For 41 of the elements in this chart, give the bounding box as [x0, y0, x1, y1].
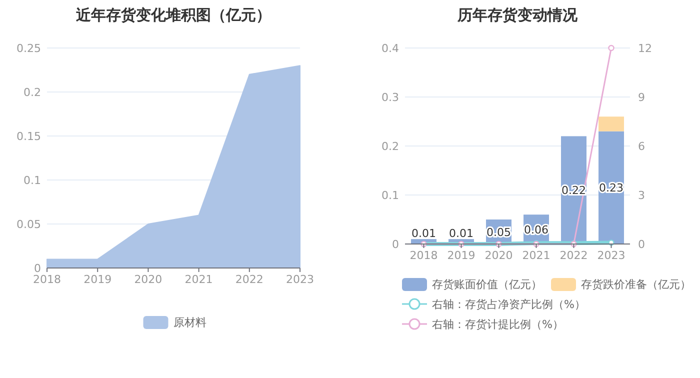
y-tick-label: 0.4: [382, 42, 399, 55]
y-tick-label: 0: [392, 238, 399, 251]
chart-title: 历年存货变动情况: [456, 6, 578, 24]
x-tick-label: 2023: [286, 273, 314, 286]
y-tick-label: 0.2: [382, 140, 399, 153]
y2-tick-label: 3: [638, 189, 645, 202]
data-label: 0.01: [449, 227, 474, 240]
y-tick-label: 0: [34, 262, 41, 275]
x-tick-label: 2019: [84, 273, 112, 286]
y2-tick-label: 9: [638, 91, 645, 104]
x-tick-label: 2023: [597, 249, 626, 262]
y2-tick-label: 12: [638, 42, 652, 55]
y-tick-label: 0.1: [24, 174, 41, 187]
x-tick-label: 2020: [484, 249, 513, 262]
x-tick-label: 2021: [522, 249, 550, 262]
x-tick-label: 2022: [235, 273, 264, 286]
x-tick-label: 2021: [184, 273, 213, 286]
data-label: 0.23: [599, 182, 624, 195]
x-tick-label: 2022: [560, 249, 588, 262]
y-tick-label: 0.2: [24, 86, 41, 99]
data-label: 0.05: [486, 226, 511, 239]
x-tick-label: 2020: [134, 273, 162, 286]
legend-label: 存货跌价准备（亿元）: [581, 278, 691, 291]
data-label: 0.01: [412, 227, 436, 240]
y2-tick-label: 0: [638, 238, 645, 251]
y-tick-label: 0.15: [16, 130, 41, 143]
y2-tick-label: 6: [638, 140, 645, 153]
legend-label: 存货账面价值（亿元）: [432, 278, 542, 291]
legend-label: 右轴：存货占净资产比例（%）: [432, 298, 586, 311]
x-tick-label: 2018: [33, 273, 61, 286]
y-tick-label: 0.3: [382, 91, 399, 104]
chart-title: 近年存货变化堆积图（亿元）: [75, 6, 271, 24]
y-tick-label: 0.25: [16, 42, 41, 55]
y-tick-label: 0.05: [16, 218, 41, 231]
y-tick-label: 0.1: [382, 189, 399, 202]
legend-label: 右轴：存货计提比例（%）: [432, 318, 564, 331]
x-tick-label: 2019: [447, 249, 476, 262]
data-label: 0.22: [562, 184, 586, 198]
data-label: 0.06: [524, 223, 548, 236]
x-tick-label: 2018: [410, 249, 438, 262]
legend-label: 原材料: [173, 316, 206, 329]
